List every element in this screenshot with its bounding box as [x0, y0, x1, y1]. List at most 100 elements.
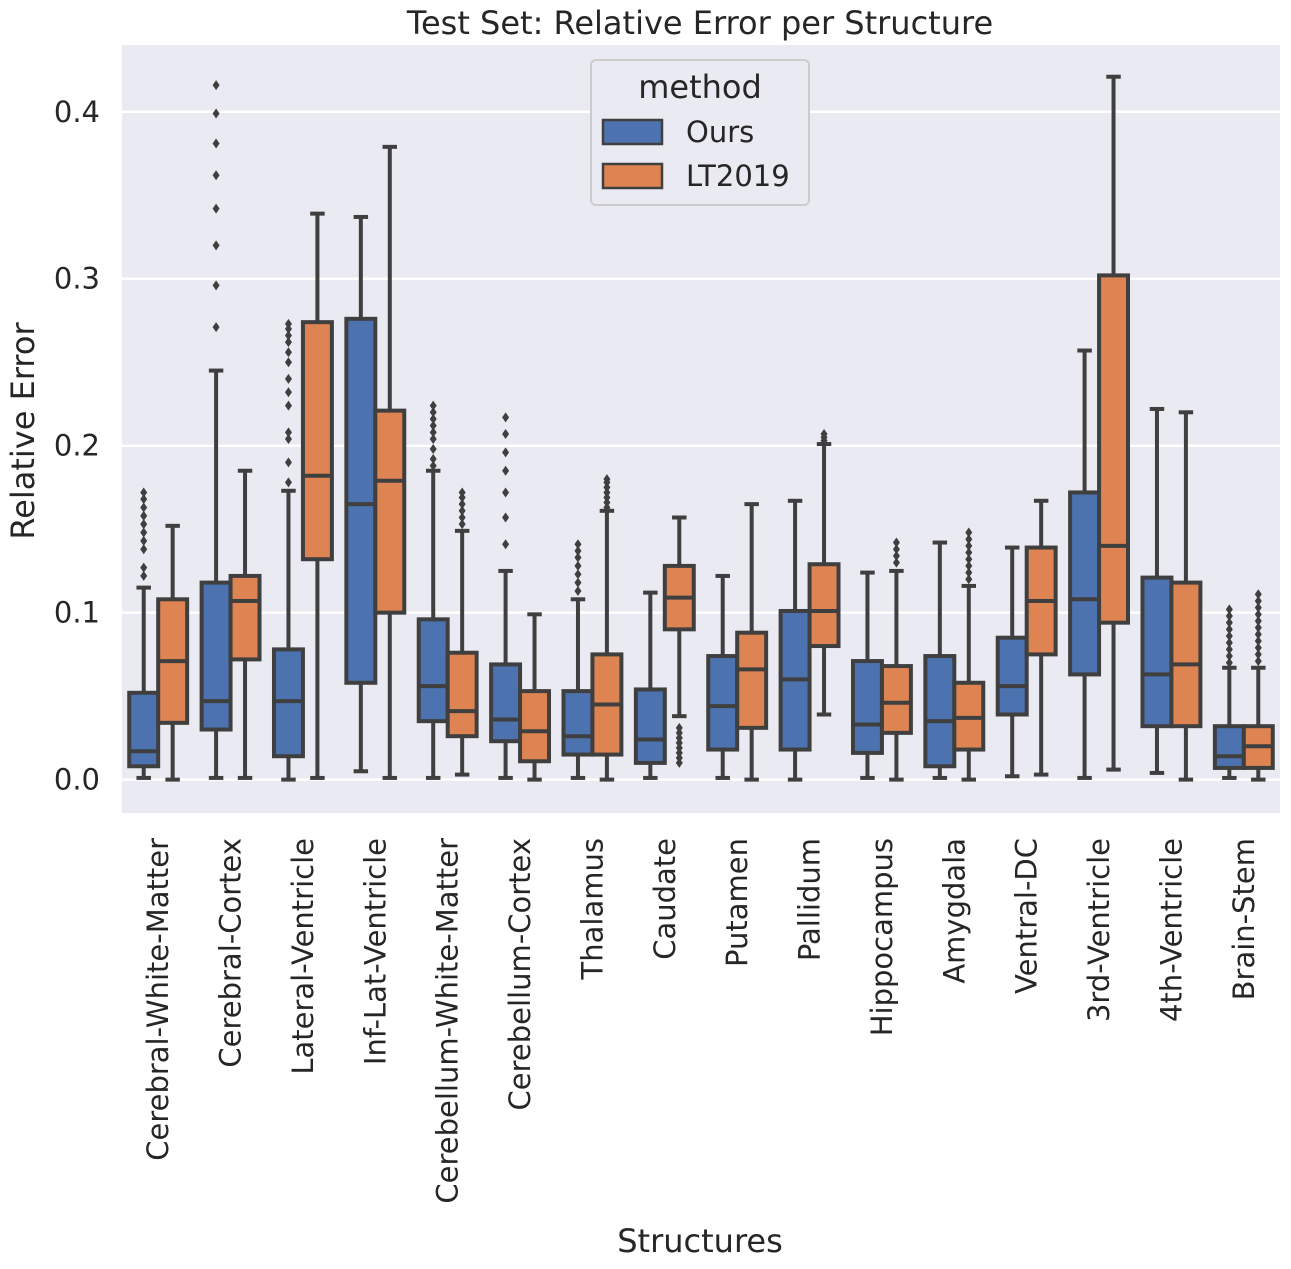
outlier-point [1254, 595, 1262, 606]
x-tick-label: Putamen [720, 838, 754, 967]
outlier-point [574, 545, 582, 556]
outlier-point [502, 539, 510, 550]
box-body [518, 689, 552, 764]
x-tick-label: 3rd-Ventricle [1082, 838, 1116, 1022]
box-body [735, 630, 769, 730]
outlier-point [675, 722, 683, 733]
legend-title: method [638, 68, 762, 106]
outlier-point [212, 108, 220, 119]
outlier-point [429, 454, 437, 465]
box-lt2019 [807, 429, 841, 717]
outlier-point [892, 557, 900, 568]
outlier-point [502, 512, 510, 523]
outlier-point [140, 502, 148, 513]
outlier-point [574, 577, 582, 588]
x-tick-label: Cerebellum-Cortex [503, 838, 537, 1110]
x-tick-label: Cerebral-Cortex [214, 838, 248, 1068]
outlier-point [1254, 589, 1262, 600]
box-body [1068, 490, 1102, 677]
outlier-point [458, 512, 466, 523]
outlier-point [1254, 616, 1262, 626]
x-axis-label: Structures [617, 1222, 783, 1260]
box-body [199, 580, 233, 732]
outlier-point [892, 537, 900, 548]
boxes [127, 74, 1275, 782]
box-lt2019 [1024, 498, 1058, 777]
outlier-point [574, 569, 582, 580]
outlier-point [675, 747, 683, 758]
y-tick-label: 0.3 [54, 262, 100, 296]
outlier-point [1225, 624, 1233, 635]
x-tick-label: Pallidum [793, 838, 827, 961]
y-tick-label: 0.4 [54, 95, 100, 129]
box-lt2019 [952, 527, 986, 782]
box-ours [1068, 348, 1102, 780]
box-lt2019 [662, 515, 696, 768]
outlier-point [140, 487, 148, 498]
outlier-point [892, 550, 900, 561]
x-tick-label: Amygdala [937, 838, 971, 984]
box-body [228, 573, 262, 662]
box-body [127, 690, 161, 769]
outlier-point [502, 447, 510, 458]
outlier-point [140, 494, 148, 505]
box-lt2019 [300, 211, 334, 780]
outlier-point [212, 170, 220, 181]
outlier-point [603, 482, 611, 493]
y-tick-label: 0.2 [54, 429, 100, 463]
x-tick-label: Lateral-Ventricle [286, 838, 320, 1075]
outlier-point [574, 552, 582, 563]
outlier-point [429, 420, 437, 431]
outlier-point [1225, 637, 1233, 648]
box-ours [199, 80, 233, 780]
outlier-point [284, 387, 292, 398]
outlier-point [284, 337, 292, 348]
outlier-point [212, 203, 220, 214]
outlier-point [212, 280, 220, 291]
outlier-point [429, 460, 437, 471]
box-lt2019 [373, 144, 407, 780]
outlier-point [458, 505, 466, 516]
outlier-point [458, 487, 466, 498]
box-ours [127, 487, 161, 780]
outlier-point [212, 138, 220, 149]
box-ours [416, 400, 450, 780]
outlier-point [675, 757, 683, 768]
box-ours [850, 570, 884, 780]
outlier-point [502, 487, 510, 498]
outlier-point [603, 492, 611, 503]
box-ours [778, 498, 812, 782]
outlier-point [603, 502, 611, 513]
legend-label-lt2019: LT2019 [686, 159, 790, 193]
outlier-point [675, 752, 683, 763]
outlier-point [140, 527, 148, 538]
outlier-point [458, 499, 466, 510]
outlier-point [140, 510, 148, 521]
box-body [416, 617, 450, 724]
x-tick-label: Inf-Lat-Ventricle [358, 838, 392, 1065]
box-lt2019 [735, 502, 769, 782]
box-body [706, 654, 740, 752]
x-tick-label: Ventral-DC [1010, 838, 1044, 994]
legend-swatch-ours [601, 118, 664, 146]
box-ours [489, 412, 523, 780]
box-lt2019 [590, 474, 624, 782]
outlier-point [429, 434, 437, 445]
outlier-point [1225, 657, 1233, 668]
outlier-point [458, 519, 466, 530]
box-body [300, 320, 334, 562]
outlier-point [675, 737, 683, 748]
outlier-point [574, 539, 582, 550]
outlier-point [1254, 656, 1262, 667]
outlier-point [284, 457, 292, 468]
box-lt2019 [228, 468, 262, 780]
outlier-point [965, 540, 973, 551]
box-lt2019 [879, 537, 913, 782]
outlier-point [820, 429, 828, 440]
outlier-point [1225, 644, 1233, 655]
outlier-point [965, 567, 973, 578]
outlier-point [429, 407, 437, 418]
box-ours [633, 590, 667, 780]
outlier-point [502, 465, 510, 476]
outlier-point [1254, 622, 1262, 633]
